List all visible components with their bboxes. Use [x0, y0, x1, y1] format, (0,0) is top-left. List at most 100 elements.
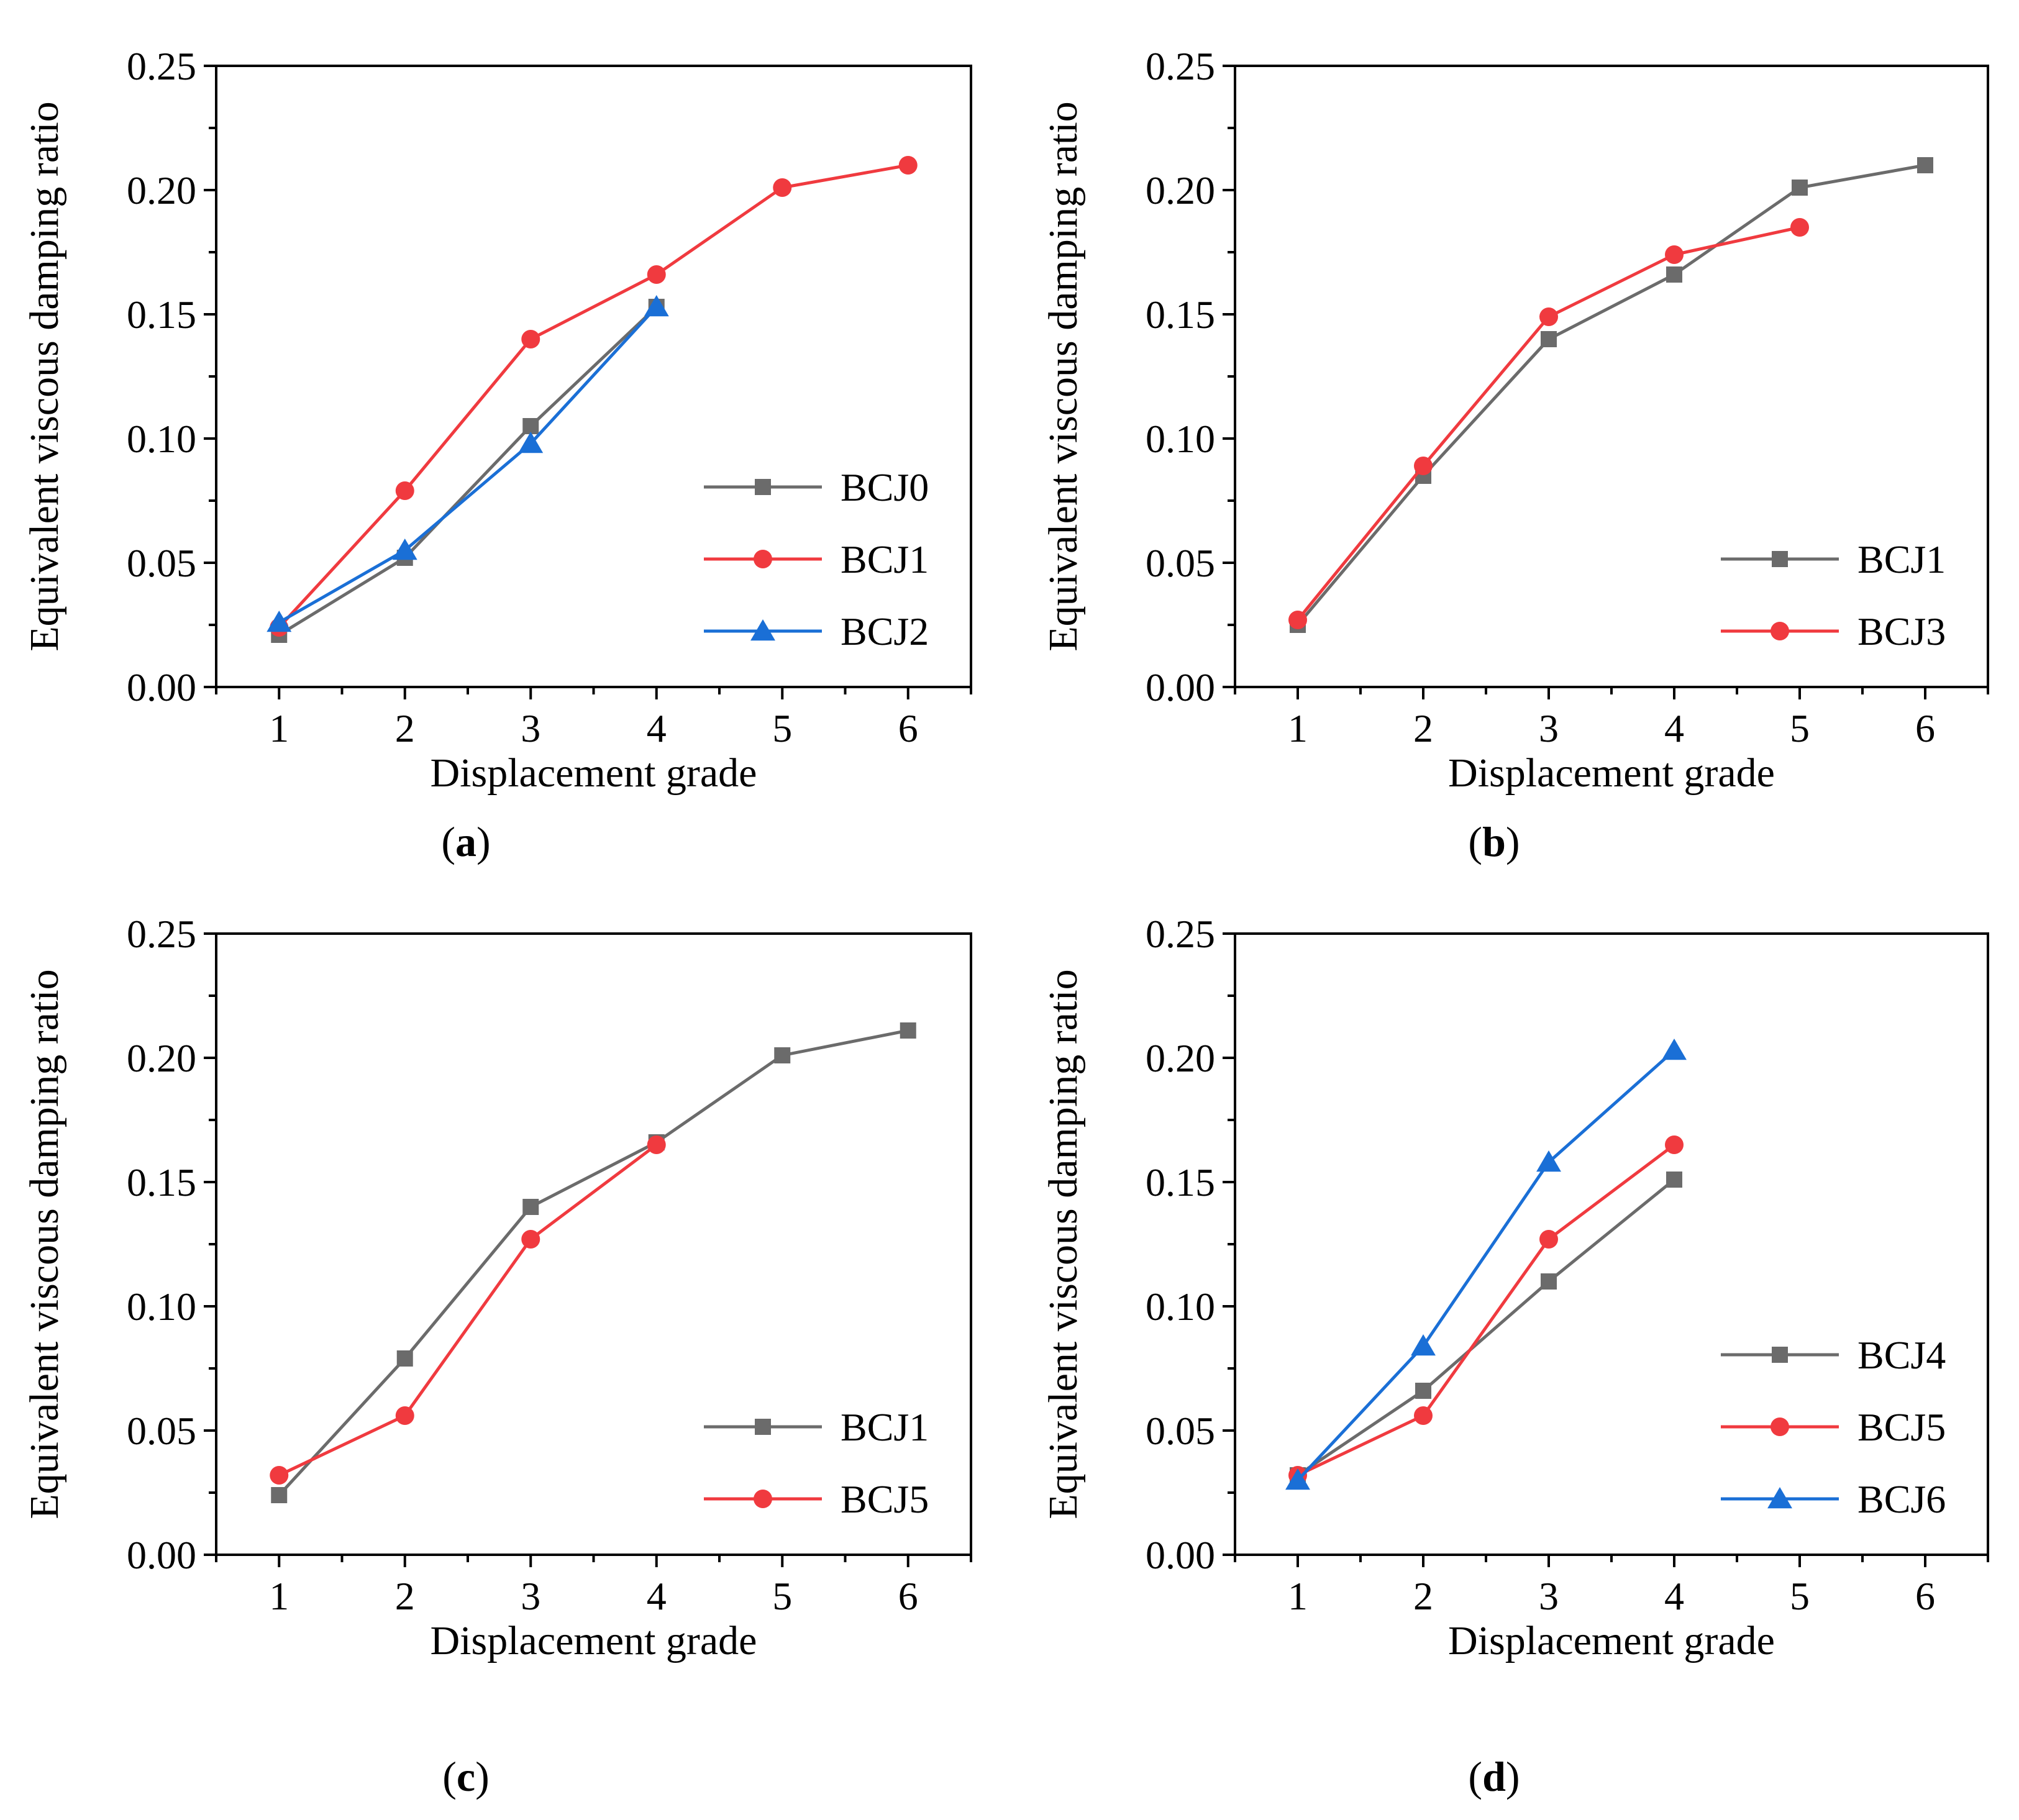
data-point-bcj6 [1285, 1468, 1310, 1490]
data-point-bcj3 [1665, 245, 1684, 264]
data-point-bcj1 [521, 330, 540, 348]
x-axis-title: Displacement grade [431, 1618, 757, 1663]
caption-close-paren: ) [1506, 818, 1520, 865]
data-point-bcj1 [898, 156, 918, 175]
y-tick-label: 0.10 [127, 1285, 196, 1329]
x-tick-label: 6 [898, 1574, 918, 1618]
legend-marker-bcj1 [1772, 551, 1788, 567]
x-tick-label: 2 [1413, 1574, 1433, 1618]
legend-label: BCJ3 [1857, 609, 1946, 653]
x-tick-label: 6 [1915, 706, 1935, 750]
y-tick-label: 0.00 [1146, 1533, 1215, 1577]
series-line-bcj1 [278, 1029, 909, 1496]
y-tick-label: 0.00 [127, 1533, 196, 1577]
data-point-bcj5 [521, 1230, 540, 1249]
x-tick-label: 3 [521, 706, 540, 750]
panel-caption: (c) [442, 1753, 490, 1800]
legend-label: BCJ1 [1857, 537, 1946, 581]
y-tick-label: 0.15 [127, 293, 196, 337]
x-tick-label: 5 [1790, 1574, 1810, 1618]
panel-caption: (d) [1468, 1753, 1520, 1800]
y-tick-label: 0.10 [127, 417, 196, 461]
data-point-bcj2 [392, 539, 417, 560]
data-point-bcj2 [518, 432, 544, 453]
y-tick-label: 0.15 [1146, 1160, 1215, 1204]
y-tick-label: 0.05 [127, 1409, 196, 1453]
caption-letter: d [1482, 1753, 1506, 1800]
data-point-bcj3 [1539, 307, 1558, 326]
x-tick-label: 5 [772, 706, 792, 750]
plot-frame [1234, 65, 1989, 688]
y-tick-label: 0.00 [1146, 665, 1215, 709]
legend-label: BCJ1 [841, 537, 929, 581]
y-tick-label: 0.00 [127, 665, 196, 709]
caption-open-paren: ( [441, 818, 455, 865]
data-point-bcj1 [900, 1022, 916, 1039]
data-point-bcj5 [395, 1406, 414, 1425]
data-point-bcj1 [1792, 180, 1808, 196]
plot-frame [215, 932, 972, 1556]
data-point-bcj3 [1288, 611, 1307, 629]
legend-marker-bcj6 [1767, 1487, 1792, 1509]
legend-label: BCJ2 [841, 609, 929, 653]
data-point-bcj5 [1665, 1135, 1684, 1154]
data-point-bcj3 [1790, 218, 1809, 237]
data-point-bcj1 [271, 1487, 288, 1503]
caption-open-paren: ( [1468, 818, 1482, 865]
legend-label: BCJ1 [841, 1405, 929, 1449]
series-line-bcj5 [1297, 1144, 1675, 1477]
caption-open-paren: ( [442, 1753, 457, 1800]
legend-label: BCJ5 [841, 1477, 929, 1521]
x-tick-label: 5 [1790, 706, 1810, 750]
x-tick-label: 4 [1664, 706, 1684, 750]
x-tick-label: 6 [1915, 1574, 1935, 1618]
y-axis-title: Equivalent viscous damping ratio [22, 101, 67, 651]
y-tick-label: 0.20 [1146, 168, 1215, 212]
data-point-bcj1 [395, 481, 414, 500]
plot-frame [1234, 932, 1989, 1556]
x-tick-label: 4 [647, 706, 667, 750]
data-point-bcj1 [647, 265, 666, 284]
data-point-bcj4 [1666, 1172, 1682, 1188]
legend-marker-bcj1 [755, 1419, 771, 1435]
data-point-bcj0 [522, 418, 539, 434]
x-tick-label: 1 [1288, 706, 1308, 750]
x-tick-label: 2 [395, 1574, 415, 1618]
caption-open-paren: ( [1468, 1753, 1482, 1800]
caption-letter: b [1482, 818, 1506, 865]
y-tick-label: 0.20 [127, 168, 196, 212]
y-axis-title: Equivalent viscous damping ratio [22, 969, 67, 1519]
y-axis-title: Equivalent viscous damping ratio [1041, 101, 1086, 651]
chart-panel-c: 1 2 3 4 5 6 0.00 0.05 0.10 0.15 0.20 0.25 Displaceme… [22, 912, 972, 1800]
series-line-bcj4 [1297, 1178, 1675, 1477]
caption-close-paren: ) [476, 818, 491, 865]
legend-marker-bcj5 [1771, 1417, 1789, 1436]
data-point-bcj1 [1666, 266, 1682, 283]
x-tick-label: 4 [647, 1574, 667, 1618]
y-tick-label: 0.20 [127, 1036, 196, 1080]
chart-panel-a: 1 2 3 4 5 6 0.00 0.05 0.10 0.15 0.20 0.25 Displaceme… [22, 44, 972, 865]
data-point-bcj6 [1411, 1334, 1436, 1356]
series-line-bcj3 [1297, 225, 1800, 621]
caption-letter: a [455, 818, 476, 865]
legend-label: BCJ0 [841, 465, 929, 509]
legend-marker-bcj1 [754, 550, 772, 568]
legend-label: BCJ5 [1857, 1405, 1946, 1449]
series-line-bcj0 [278, 306, 658, 637]
data-point-bcj2 [267, 611, 292, 632]
legend-marker-bcj4 [1772, 1347, 1788, 1363]
y-tick-label: 0.05 [127, 541, 196, 585]
x-tick-label: 3 [1539, 1574, 1559, 1618]
y-tick-label: 0.25 [127, 44, 196, 88]
x-tick-label: 3 [1539, 706, 1559, 750]
panel-caption: (a) [441, 818, 490, 865]
x-tick-label: 2 [1413, 706, 1433, 750]
series-line-bcj2 [278, 306, 658, 624]
y-tick-label: 0.25 [127, 912, 196, 956]
y-tick-label: 0.05 [1146, 1409, 1215, 1453]
data-point-bcj5 [647, 1135, 666, 1154]
x-tick-label: 1 [269, 1574, 289, 1618]
data-point-bcj5 [270, 1466, 289, 1485]
x-axis-title: Displacement grade [1448, 750, 1775, 796]
